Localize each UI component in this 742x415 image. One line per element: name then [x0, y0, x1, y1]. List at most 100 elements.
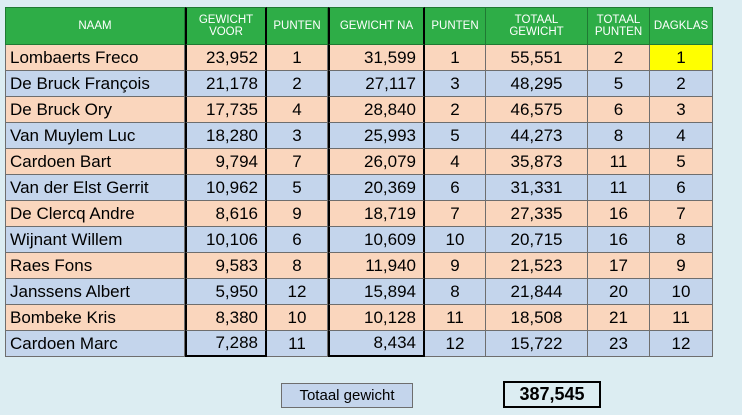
- cell-gewicht-na: 28,840: [328, 97, 425, 123]
- cell-totaal-punten: 8: [588, 123, 650, 149]
- cell-punten-1: 9: [267, 201, 328, 227]
- header-naam: NAAM: [5, 7, 185, 45]
- cell-naam: Cardoen Bart: [5, 149, 185, 175]
- cell-dagklas: 4: [650, 123, 713, 149]
- cell-totaal-punten: 2: [588, 45, 650, 71]
- cell-punten-2: 4: [425, 149, 486, 175]
- cell-gewicht-voor: 18,280: [185, 123, 267, 149]
- cell-totaal-gewicht: 48,295: [486, 71, 588, 97]
- cell-gewicht-na: 15,894: [328, 279, 425, 305]
- cell-gewicht-voor: 8,616: [185, 201, 267, 227]
- cell-gewicht-voor: 9,794: [185, 149, 267, 175]
- cell-dagklas: 9: [650, 253, 713, 279]
- cell-punten-2: 11: [425, 305, 486, 331]
- cell-punten-1: 3: [267, 123, 328, 149]
- cell-dagklas: 11: [650, 305, 713, 331]
- cell-dagklas: 12: [650, 331, 713, 357]
- cell-gewicht-voor: 21,178: [185, 71, 267, 97]
- header-gewicht-na: GEWICHT NA: [328, 7, 425, 45]
- cell-dagklas: 5: [650, 149, 713, 175]
- cell-gewicht-voor: 5,950: [185, 279, 267, 305]
- cell-totaal-punten: 5: [588, 71, 650, 97]
- cell-totaal-gewicht: 21,844: [486, 279, 588, 305]
- cell-totaal-punten: 11: [588, 149, 650, 175]
- cell-dagklas: 6: [650, 175, 713, 201]
- cell-totaal-gewicht: 15,722: [486, 331, 588, 357]
- cell-naam: Van Muylem Luc: [5, 123, 185, 149]
- cell-punten-1: 1: [267, 45, 328, 71]
- cell-naam: Wijnant Willem: [5, 227, 185, 253]
- cell-totaal-punten: 23: [588, 331, 650, 357]
- total-weight-label: Totaal gewicht: [281, 383, 413, 408]
- cell-gewicht-na: 27,117: [328, 71, 425, 97]
- cell-gewicht-voor: 10,962: [185, 175, 267, 201]
- total-weight-value: 387,545: [503, 381, 601, 408]
- cell-dagklas: 3: [650, 97, 713, 123]
- cell-punten-1: 10: [267, 305, 328, 331]
- cell-naam: De Bruck François: [5, 71, 185, 97]
- cell-totaal-gewicht: 35,873: [486, 149, 588, 175]
- cell-gewicht-na: 11,940: [328, 253, 425, 279]
- cell-gewicht-na: 25,993: [328, 123, 425, 149]
- cell-gewicht-voor: 8,380: [185, 305, 267, 331]
- cell-naam: Janssens Albert: [5, 279, 185, 305]
- cell-dagklas: 8: [650, 227, 713, 253]
- cell-totaal-punten: 20: [588, 279, 650, 305]
- cell-gewicht-na: 10,609: [328, 227, 425, 253]
- cell-totaal-gewicht: 20,715: [486, 227, 588, 253]
- cell-totaal-punten: 17: [588, 253, 650, 279]
- cell-naam: Bombeke Kris: [5, 305, 185, 331]
- cell-gewicht-voor: 23,952: [185, 45, 267, 71]
- cell-totaal-gewicht: 46,575: [486, 97, 588, 123]
- cell-punten-1: 2: [267, 71, 328, 97]
- cell-gewicht-na: 18,719: [328, 201, 425, 227]
- header-gewicht-voor: GEWICHT VOOR: [185, 7, 267, 45]
- cell-dagklas: 2: [650, 71, 713, 97]
- cell-gewicht-na: 10,128: [328, 305, 425, 331]
- cell-gewicht-voor: 7,288: [185, 331, 267, 357]
- header-punten-2: PUNTEN: [425, 7, 486, 45]
- header-dagklas: DAGKLAS: [650, 7, 713, 45]
- cell-totaal-gewicht: 44,273: [486, 123, 588, 149]
- cell-punten-2: 9: [425, 253, 486, 279]
- cell-punten-1: 6: [267, 227, 328, 253]
- cell-punten-2: 3: [425, 71, 486, 97]
- cell-punten-2: 1: [425, 45, 486, 71]
- cell-totaal-punten: 21: [588, 305, 650, 331]
- cell-punten-1: 7: [267, 149, 328, 175]
- cell-punten-2: 8: [425, 279, 486, 305]
- cell-naam: De Bruck Ory: [5, 97, 185, 123]
- cell-gewicht-voor: 17,735: [185, 97, 267, 123]
- cell-dagklas: 1: [650, 45, 713, 71]
- cell-totaal-gewicht: 27,335: [486, 201, 588, 227]
- cell-punten-1: 8: [267, 253, 328, 279]
- cell-punten-1: 4: [267, 97, 328, 123]
- cell-punten-2: 10: [425, 227, 486, 253]
- cell-gewicht-voor: 10,106: [185, 227, 267, 253]
- cell-punten-2: 5: [425, 123, 486, 149]
- cell-totaal-punten: 16: [588, 227, 650, 253]
- cell-totaal-gewicht: 21,523: [486, 253, 588, 279]
- cell-totaal-gewicht: 55,551: [486, 45, 588, 71]
- cell-dagklas: 7: [650, 201, 713, 227]
- cell-naam: De Clercq Andre: [5, 201, 185, 227]
- cell-gewicht-na: 8,434: [328, 331, 425, 357]
- cell-punten-2: 2: [425, 97, 486, 123]
- cell-naam: Cardoen Marc: [5, 331, 185, 357]
- cell-gewicht-na: 31,599: [328, 45, 425, 71]
- cell-punten-1: 11: [267, 331, 328, 357]
- header-punten-1: PUNTEN: [267, 7, 328, 45]
- cell-naam: Lombaerts Freco: [5, 45, 185, 71]
- cell-dagklas: 10: [650, 279, 713, 305]
- cell-totaal-gewicht: 18,508: [486, 305, 588, 331]
- cell-totaal-punten: 16: [588, 201, 650, 227]
- cell-punten-1: 12: [267, 279, 328, 305]
- cell-gewicht-voor: 9,583: [185, 253, 267, 279]
- cell-totaal-punten: 6: [588, 97, 650, 123]
- results-table: NAAM GEWICHT VOOR PUNTEN GEWICHT NA PUNT…: [5, 7, 713, 357]
- cell-gewicht-na: 20,369: [328, 175, 425, 201]
- cell-naam: Raes Fons: [5, 253, 185, 279]
- cell-punten-2: 6: [425, 175, 486, 201]
- cell-punten-2: 7: [425, 201, 486, 227]
- cell-punten-1: 5: [267, 175, 328, 201]
